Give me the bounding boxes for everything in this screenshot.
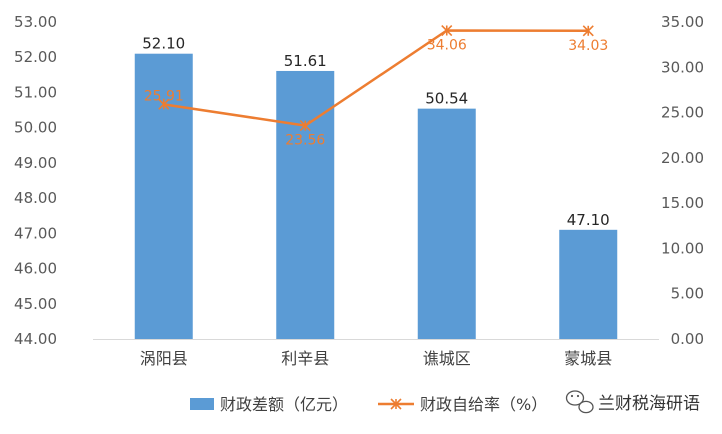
line-point-marker xyxy=(441,24,453,37)
left-tick-label: 50.00 xyxy=(14,119,57,137)
right-axis: 0.00 5.00 10.00 15.00 20.00 25.00 30.00 35.00 xyxy=(661,13,704,348)
category-label: 涡阳县 xyxy=(140,349,188,368)
legend-marker-glyph xyxy=(390,398,402,410)
right-tick-label: 10.00 xyxy=(661,239,704,257)
bar xyxy=(559,229,618,339)
bar-series: 52.10 51.61 50.54 47.10 xyxy=(134,35,618,339)
right-tick-label: 25.00 xyxy=(661,104,704,122)
right-tick-label: 0.00 xyxy=(671,330,704,348)
series-line xyxy=(163,29,589,127)
right-tick-label: 30.00 xyxy=(661,58,704,76)
left-tick-label: 46.00 xyxy=(14,260,57,278)
line-value-label: 25.91 xyxy=(144,88,184,104)
left-axis: 44.00 45.00 46.00 47.00 48.00 49.00 50.00 51.00… xyxy=(14,13,57,348)
bar-value-label: 51.61 xyxy=(284,52,327,70)
legend-bar-swatch xyxy=(190,398,214,410)
bar-value-label: 50.54 xyxy=(425,90,468,108)
wechat-bubble-small xyxy=(578,400,594,414)
bar-value-label: 47.10 xyxy=(567,211,610,229)
category-label: 利辛县 xyxy=(281,349,329,368)
bar xyxy=(276,70,335,339)
watermark: 兰财税海研语 xyxy=(565,390,700,414)
wechat-icon xyxy=(565,390,594,414)
line-value-label: 34.06 xyxy=(427,38,467,54)
left-tick-label: 47.00 xyxy=(14,224,57,242)
right-tick-label: 35.00 xyxy=(661,13,704,31)
category-label: 谯城区 xyxy=(423,349,471,368)
line-value-label: 34.03 xyxy=(568,38,608,54)
right-tick-label: 5.00 xyxy=(671,285,704,303)
legend-bar-label: 财政差额（亿元） xyxy=(220,395,348,414)
legend-line-label: 财政自给率（%） xyxy=(420,395,547,414)
right-tick-label: 15.00 xyxy=(661,194,704,212)
watermark-text: 兰财税海研语 xyxy=(598,394,700,414)
line-point-marker xyxy=(299,120,311,132)
line-value-label: 23.56 xyxy=(285,133,325,149)
line-series: 25.91 23.56 34.06 34.03 xyxy=(144,24,608,149)
left-tick-label: 49.00 xyxy=(14,154,57,172)
right-tick-label: 20.00 xyxy=(661,149,704,167)
wechat-eye xyxy=(570,394,574,398)
legend: 财政差额（亿元） 财政自给率（%） xyxy=(190,395,547,414)
line-point-marker xyxy=(582,25,594,37)
category-axis: 涡阳县 利辛县 谯城区 蒙城县 xyxy=(140,349,613,368)
line-point-marker xyxy=(158,98,170,110)
wechat-bubble-large xyxy=(565,390,585,406)
left-tick-label: 52.00 xyxy=(14,48,57,66)
left-tick-label: 44.00 xyxy=(14,330,57,348)
left-tick-label: 48.00 xyxy=(14,189,57,207)
bar-value-label: 52.10 xyxy=(142,35,185,53)
bar xyxy=(417,108,476,339)
wechat-eye xyxy=(576,394,580,398)
left-tick-label: 51.00 xyxy=(14,83,57,101)
category-label: 蒙城县 xyxy=(564,349,612,368)
legend-asterisk-marker xyxy=(390,398,402,410)
left-tick-label: 45.00 xyxy=(14,295,57,313)
left-tick-label: 53.00 xyxy=(14,13,57,31)
